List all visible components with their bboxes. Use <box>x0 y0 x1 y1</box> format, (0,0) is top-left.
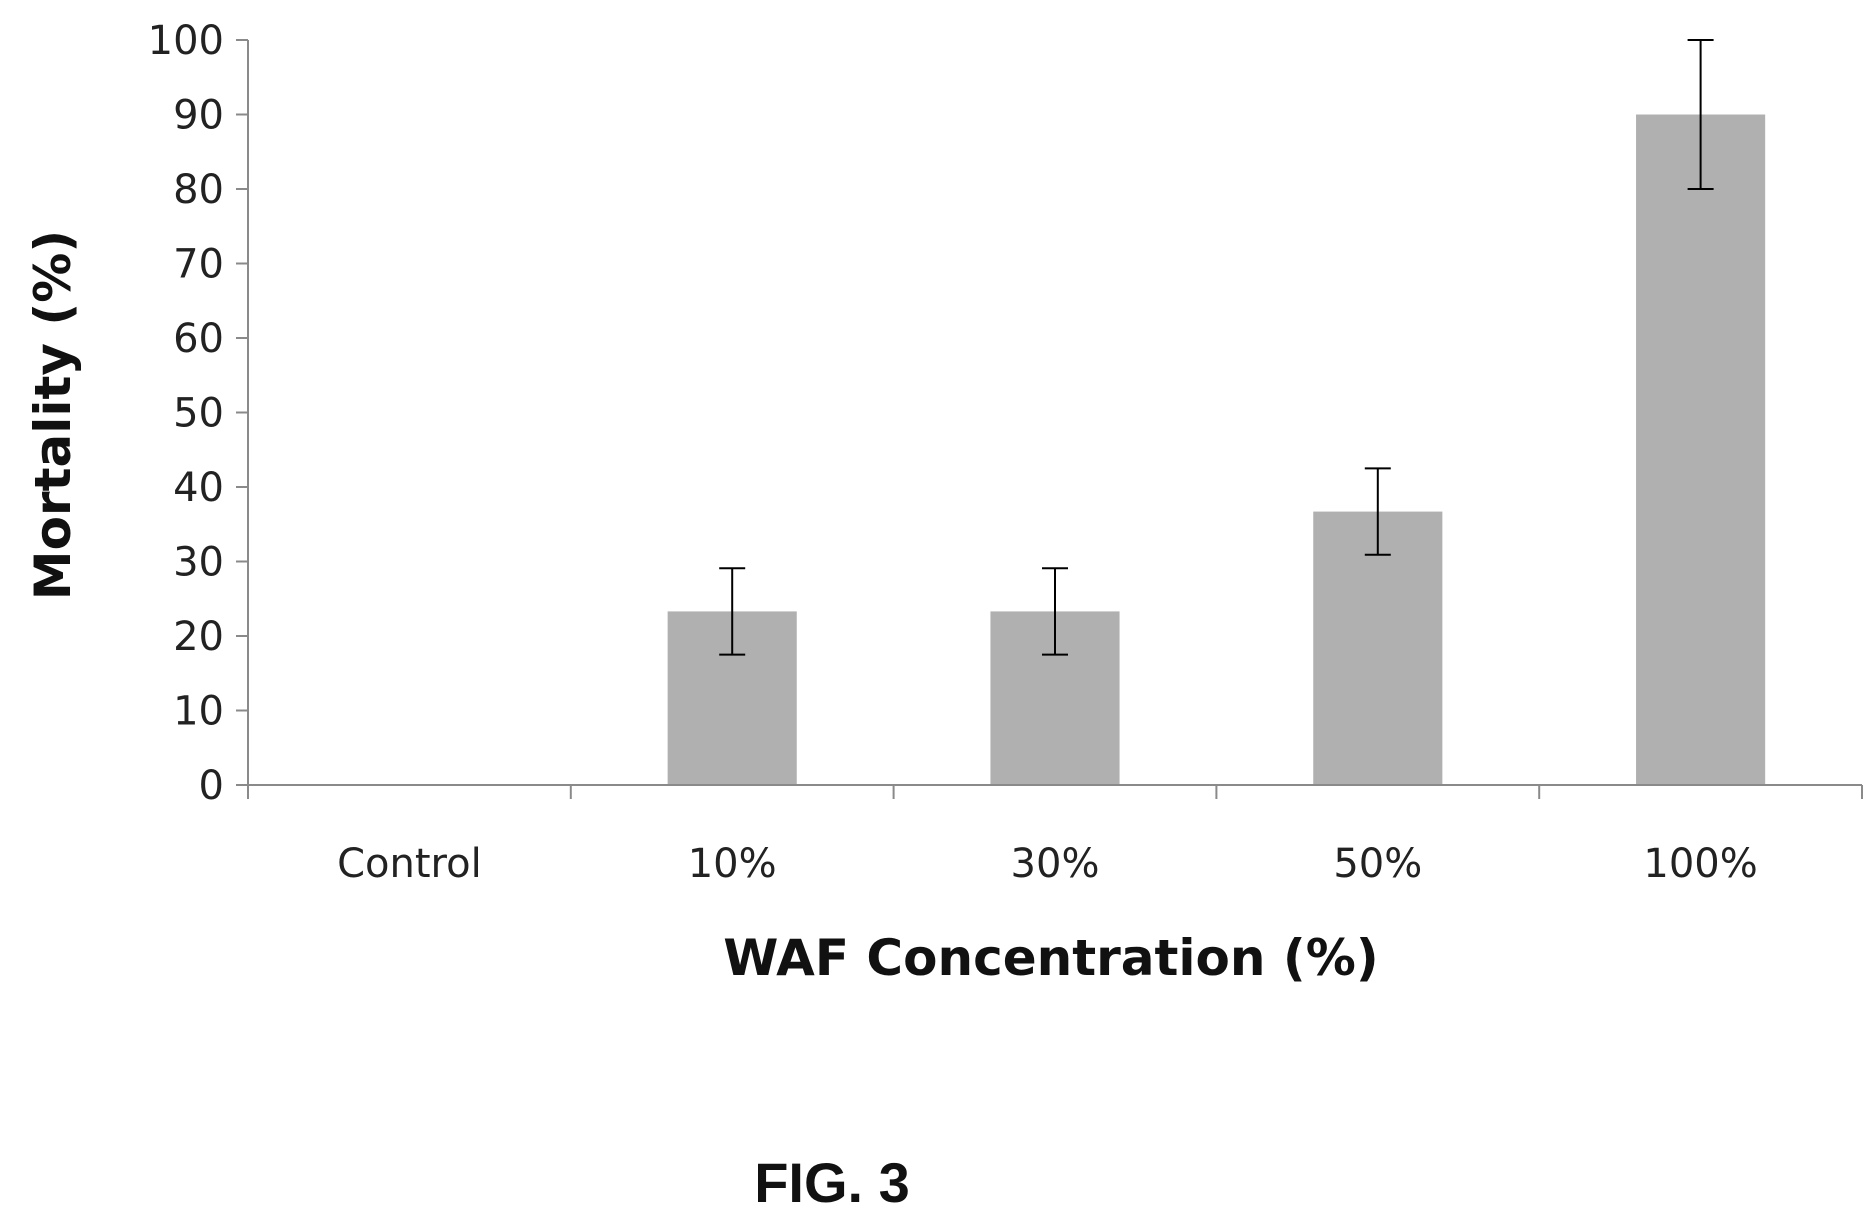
bar-50% <box>1313 511 1443 785</box>
x-axis-title: WAF Concentration (%) <box>723 929 1378 987</box>
bars <box>667 114 1766 785</box>
y-tick-label: 0 <box>199 763 224 809</box>
y-tick-label: 90 <box>173 93 224 139</box>
y-tick-label: 100 <box>148 18 224 64</box>
y-tick-label: 40 <box>173 465 224 511</box>
x-axis-ticks <box>247 785 1863 799</box>
y-tick-label: 10 <box>173 689 224 735</box>
y-axis-title: Mortality (%) <box>24 230 82 600</box>
x-category-label: Control <box>337 841 482 887</box>
x-axis-labels: Control 10% 30% 50% 100% <box>337 841 1758 887</box>
y-tick-label: 80 <box>173 167 224 213</box>
y-tick-label: 30 <box>173 540 224 586</box>
y-tick-label: 60 <box>173 316 224 362</box>
y-tick-label: 70 <box>173 242 224 288</box>
y-tick-label: 50 <box>173 391 224 437</box>
x-category-label: 100% <box>1643 841 1757 887</box>
y-axis-ticks: 0 10 20 30 40 50 60 70 80 90 100 <box>148 18 248 809</box>
x-category-label: 10% <box>688 841 777 887</box>
y-tick-label: 20 <box>173 614 224 660</box>
bar-100% <box>1636 114 1766 785</box>
x-category-label: 50% <box>1333 841 1422 887</box>
x-category-label: 30% <box>1011 841 1100 887</box>
error-bars <box>719 39 1714 656</box>
figure-label: FIG. 3 <box>754 1151 910 1214</box>
